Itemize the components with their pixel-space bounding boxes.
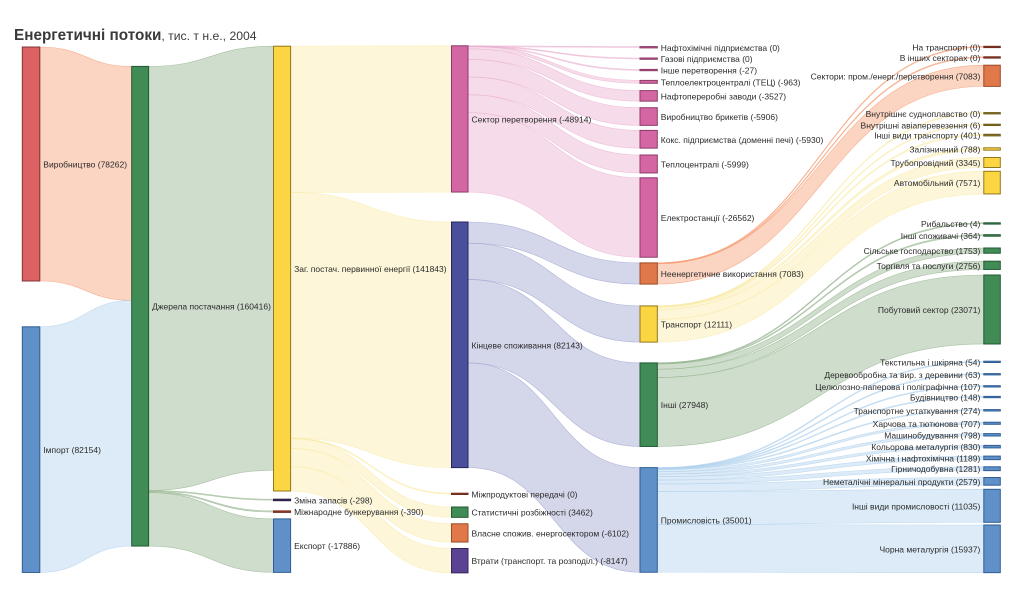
svg-text:Транспорт (12111): Транспорт (12111) bbox=[661, 320, 732, 330]
svg-text:Інші (27948): Інші (27948) bbox=[661, 400, 709, 410]
svg-text:Внутрішні авіаперевезення (6): Внутрішні авіаперевезення (6) bbox=[861, 120, 981, 130]
svg-text:Власне спожив. енергосектором: Власне спожив. енергосектором (-6102) bbox=[472, 528, 630, 538]
svg-text:Кокс. підприємства (доменні пе: Кокс. підприємства (доменні печі) (-5930… bbox=[661, 135, 824, 145]
svg-text:Текстильна і шкіряна (54): Текстильна і шкіряна (54) bbox=[880, 357, 980, 367]
svg-text:Експорт (-17886): Експорт (-17886) bbox=[294, 541, 360, 551]
svg-text:Рибальство (4): Рибальство (4) bbox=[921, 219, 980, 229]
svg-text:Інші види промисловості (11035: Інші види промисловості (11035) bbox=[852, 501, 981, 511]
svg-text:Сектор перетворення (-48914): Сектор перетворення (-48914) bbox=[472, 114, 592, 124]
svg-text:Транспортне устаткування (274): Транспортне устаткування (274) bbox=[854, 406, 981, 416]
svg-text:Неметалічні мінеральні продукт: Неметалічні мінеральні продукти (2579) bbox=[823, 477, 980, 487]
svg-text:Трубопровідний (3345): Трубопровідний (3345) bbox=[890, 158, 980, 168]
svg-text:Інші види транспорту (401): Інші види транспорту (401) bbox=[874, 131, 980, 141]
svg-text:Статистичні розбіжності (3462): Статистичні розбіжності (3462) bbox=[472, 508, 594, 518]
svg-text:Енергетичні потоки, тис. т н.е: Енергетичні потоки, тис. т н.е., 2004 bbox=[14, 27, 257, 44]
svg-text:Побутовий сектор (23071): Побутовий сектор (23071) bbox=[878, 305, 981, 315]
svg-text:Джерела постачання (160416): Джерела постачання (160416) bbox=[152, 302, 271, 312]
svg-text:Промисловість (35001): Промисловість (35001) bbox=[661, 515, 752, 525]
svg-text:Будівництво (148): Будівництво (148) bbox=[910, 393, 980, 403]
svg-text:Нафтопереробні заводи (-3527): Нафтопереробні заводи (-3527) bbox=[661, 91, 786, 101]
svg-text:Кінцеве споживання (82143): Кінцеве споживання (82143) bbox=[472, 340, 583, 350]
svg-text:Інші споживачі (364): Інші споживачі (364) bbox=[901, 231, 981, 241]
svg-text:На транспорті (0): На транспорті (0) bbox=[912, 42, 980, 52]
svg-text:Теплоелектроцентралі (ТЕЦ) (-9: Теплоелектроцентралі (ТЕЦ) (-963) bbox=[661, 77, 801, 87]
svg-text:Хімічна і нафтохімічна (1189): Хімічна і нафтохімічна (1189) bbox=[866, 453, 981, 463]
svg-text:В інших секторах (0): В інших секторах (0) bbox=[900, 53, 981, 63]
svg-text:Інше перетворення (-27): Інше перетворення (-27) bbox=[661, 66, 757, 76]
svg-text:Гірничодобувна (1281): Гірничодобувна (1281) bbox=[891, 464, 980, 474]
svg-text:Неенергетичне використання (70: Неенергетичне використання (7083) bbox=[661, 269, 804, 279]
svg-text:Електростанції (-26562): Електростанції (-26562) bbox=[661, 213, 755, 223]
svg-text:Сектори: пром./енерг./перетвор: Сектори: пром./енерг./перетворення (7083… bbox=[811, 71, 981, 81]
svg-text:Імпорт (82154): Імпорт (82154) bbox=[43, 445, 101, 455]
svg-text:Харчова та тютюнова (707): Харчова та тютюнова (707) bbox=[873, 419, 981, 429]
svg-text:Міжнародне бункерування (-390): Міжнародне бункерування (-390) bbox=[294, 507, 423, 517]
svg-text:Автомобільний (7571): Автомобільний (7571) bbox=[894, 178, 981, 188]
svg-text:Сільське господарство (1753): Сільське господарство (1753) bbox=[864, 246, 981, 256]
svg-text:Кольорова металургія (830): Кольорова металургія (830) bbox=[871, 442, 980, 452]
svg-text:Втрати (транспорт. та розподіл: Втрати (транспорт. та розподіл.) (-8147) bbox=[472, 556, 628, 566]
svg-text:Газові підприємства (0): Газові підприємства (0) bbox=[661, 54, 753, 64]
svg-text:Целюлозно-паперова і поліграфі: Целюлозно-паперова і поліграфічна (107) bbox=[815, 382, 980, 392]
svg-text:Виробництво брикетів (-5906): Виробництво брикетів (-5906) bbox=[661, 112, 778, 122]
svg-text:Нафтохімічні підприємства (0): Нафтохімічні підприємства (0) bbox=[661, 43, 780, 53]
svg-text:Торгівля та послуги (2756): Торгівля та послуги (2756) bbox=[877, 261, 981, 271]
svg-text:Заг. постач. первинної енергії: Заг. постач. первинної енергії (141843) bbox=[294, 264, 447, 274]
svg-text:Міжпродуктові передачі (0): Міжпродуктові передачі (0) bbox=[472, 489, 578, 499]
svg-text:Зміна запасів (-298): Зміна запасів (-298) bbox=[294, 495, 372, 505]
svg-text:Теплоцентралі (-5999): Теплоцентралі (-5999) bbox=[661, 159, 749, 169]
svg-text:Деревообробна та вир. з дереви: Деревообробна та вир. з деревини (63) bbox=[824, 370, 980, 380]
svg-text:Залізничний (788): Залізничний (788) bbox=[909, 144, 980, 154]
svg-text:Чорна металургія (15937): Чорна металургія (15937) bbox=[879, 544, 980, 554]
svg-text:Виробництво (78262): Виробництво (78262) bbox=[43, 160, 127, 170]
svg-text:Внутрішнє судноплавство (0): Внутрішнє судноплавство (0) bbox=[866, 109, 981, 119]
svg-text:Машинобудування (798): Машинобудування (798) bbox=[884, 430, 980, 440]
